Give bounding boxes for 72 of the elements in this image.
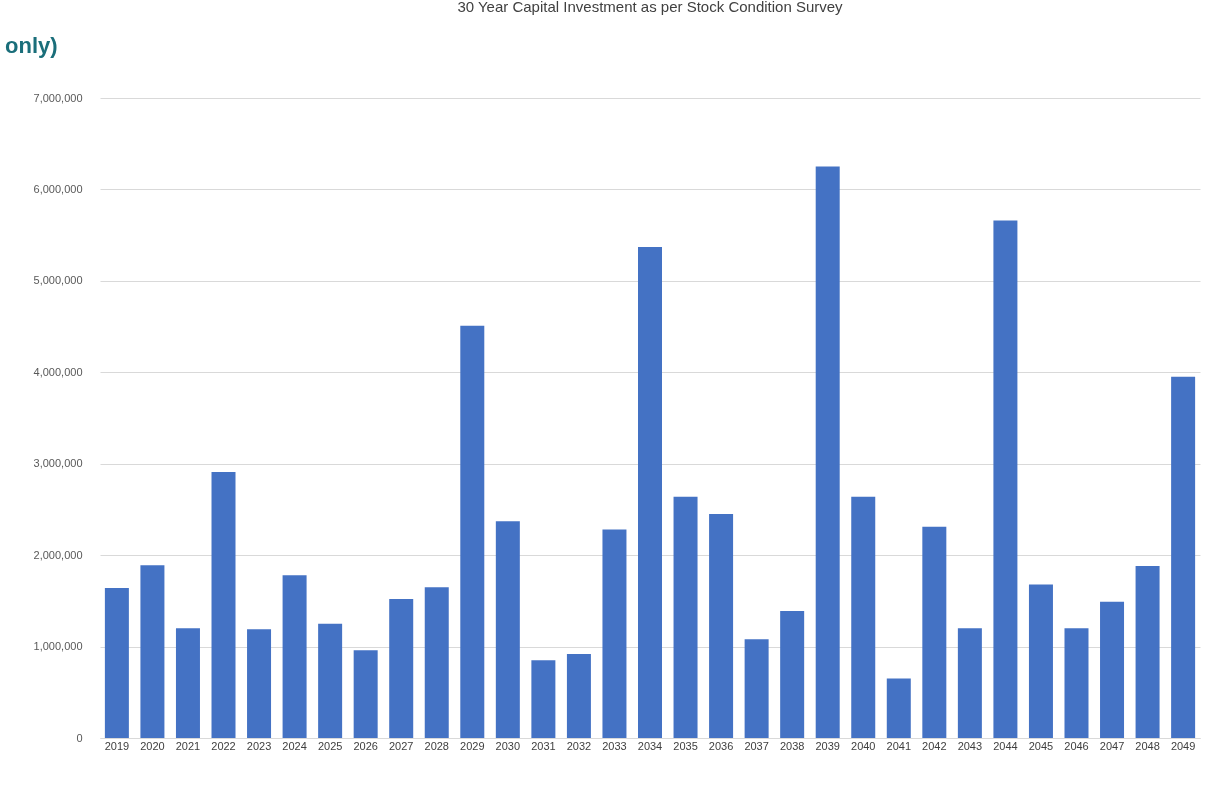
bar [993, 220, 1018, 738]
bar [602, 529, 627, 738]
bar [1135, 566, 1160, 738]
y-tick-label: 0 [76, 731, 83, 744]
x-tick-label: 2045 [1028, 739, 1054, 752]
bar [282, 575, 307, 738]
bar [1064, 628, 1089, 738]
y-tick-label: 2,000,000 [33, 548, 83, 561]
x-tick-label: 2032 [566, 739, 592, 752]
bar [531, 660, 556, 738]
x-tick-label: 2042 [922, 739, 947, 752]
y-tick-label: 6,000,000 [33, 182, 83, 195]
x-tick-label: 2038 [779, 739, 805, 752]
y-tick-label: 3,000,000 [33, 457, 83, 470]
bar [957, 628, 982, 738]
x-tick-label: 2036 [708, 739, 734, 752]
x-tick-label: 2048 [1135, 739, 1160, 752]
bar [815, 166, 840, 738]
x-tick-label: 2046 [1064, 739, 1089, 752]
x-tick-label: 2030 [495, 739, 521, 752]
x-tick-label: 2035 [673, 739, 698, 752]
y-tick-label: 4,000,000 [33, 365, 83, 378]
x-tick-label: 2022 [211, 739, 236, 752]
bar [709, 514, 734, 738]
x-tick-label: 2037 [744, 739, 769, 752]
bar [922, 526, 947, 738]
chart-title: 30 Year Capital Investment as per Stock Condition Survey [457, 0, 844, 15]
bar [1171, 376, 1196, 738]
bar [318, 623, 343, 738]
x-tick-label: 2040 [851, 739, 876, 752]
bar [460, 325, 485, 738]
bar [566, 653, 591, 738]
bar [353, 650, 378, 738]
x-tick-label: 2028 [424, 739, 449, 752]
bar [495, 521, 520, 738]
x-tick-label: 2024 [282, 739, 307, 752]
bar [175, 628, 200, 738]
x-tick-label: 2027 [388, 739, 414, 752]
bar [389, 599, 414, 738]
x-tick-label: 2043 [957, 739, 983, 752]
x-tick-label: 2044 [993, 739, 1018, 752]
bar [886, 678, 911, 738]
x-tick-label: 2019 [104, 739, 130, 752]
bar [211, 471, 236, 738]
x-tick-label: 2049 [1170, 739, 1196, 752]
x-tick-label: 2031 [531, 739, 556, 752]
x-tick-label: 2023 [246, 739, 272, 752]
bar [104, 588, 129, 738]
x-tick-label: 2041 [886, 739, 912, 752]
bar [1100, 601, 1125, 738]
bar [424, 587, 449, 738]
y-tick-label: 5,000,000 [33, 274, 83, 287]
bar [247, 629, 272, 738]
bar [851, 496, 876, 738]
x-tick-label: 2020 [140, 739, 165, 752]
x-tick-label: 2034 [637, 739, 663, 752]
x-tick-label: 2029 [460, 739, 485, 752]
x-tick-label: 2026 [353, 739, 378, 752]
bar [780, 610, 805, 738]
bar [673, 496, 698, 738]
y-tick-label: 7,000,000 [33, 91, 83, 104]
x-tick-label: 2021 [175, 739, 201, 752]
x-tick-label: 2033 [602, 739, 627, 752]
x-tick-label: 2025 [317, 739, 343, 752]
bar [638, 247, 662, 738]
x-tick-label: 2047 [1099, 739, 1125, 752]
y-tick-label: 1,000,000 [33, 640, 83, 653]
x-tick-label: 2039 [815, 739, 840, 752]
bar [744, 639, 769, 738]
text: only) [5, 33, 58, 58]
bar [140, 565, 165, 738]
bar [1028, 584, 1053, 738]
